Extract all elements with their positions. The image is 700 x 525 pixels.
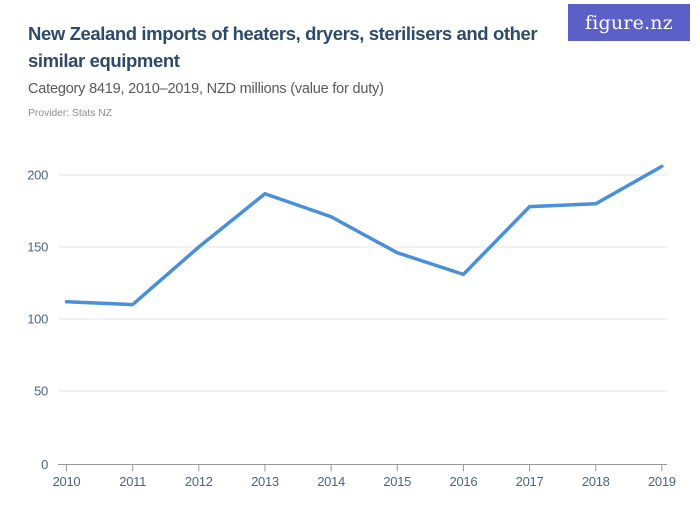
y-axis-tick-label: 150 xyxy=(27,240,48,255)
x-axis-tick-label: 2011 xyxy=(119,474,146,489)
line-chart: 0 50 100 150 200 2010 2011 2012 2013 2014 2015 2016… xyxy=(27,164,676,489)
x-axis-tick-label: 2013 xyxy=(251,474,279,489)
chart-subtitle: Category 8419, 2010–2019, NZD millions (… xyxy=(28,81,384,97)
y-axis-tick-label: 100 xyxy=(27,312,48,327)
y-axis-tick-label: 200 xyxy=(27,168,48,183)
figure-nz-logo-text: figure.nz xyxy=(585,11,673,34)
chart-header: New Zealand imports of heaters, dryers, … xyxy=(28,20,563,119)
x-axis-tick-label: 2012 xyxy=(185,474,213,489)
provider-label: Provider: Stats NZ xyxy=(28,107,112,119)
x-axis-tick-label: 2016 xyxy=(450,474,478,489)
y-axis-tick-label: 50 xyxy=(34,384,48,399)
x-axis-tick-label: 2014 xyxy=(317,474,345,489)
x-axis-tick-label: 2017 xyxy=(516,474,544,489)
x-axis-tick-label: 2019 xyxy=(648,474,676,489)
data-line xyxy=(64,164,664,307)
x-axis-tick-label: 2015 xyxy=(383,474,411,489)
figure-nz-logo[interactable]: figure.nz xyxy=(568,4,690,41)
y-axis-tick-label: 0 xyxy=(41,457,48,472)
x-axis-tick-label: 2010 xyxy=(53,474,81,489)
page-title: New Zealand imports of heaters, dryers, … xyxy=(28,23,538,71)
x-axis-tick-label: 2018 xyxy=(582,474,610,489)
